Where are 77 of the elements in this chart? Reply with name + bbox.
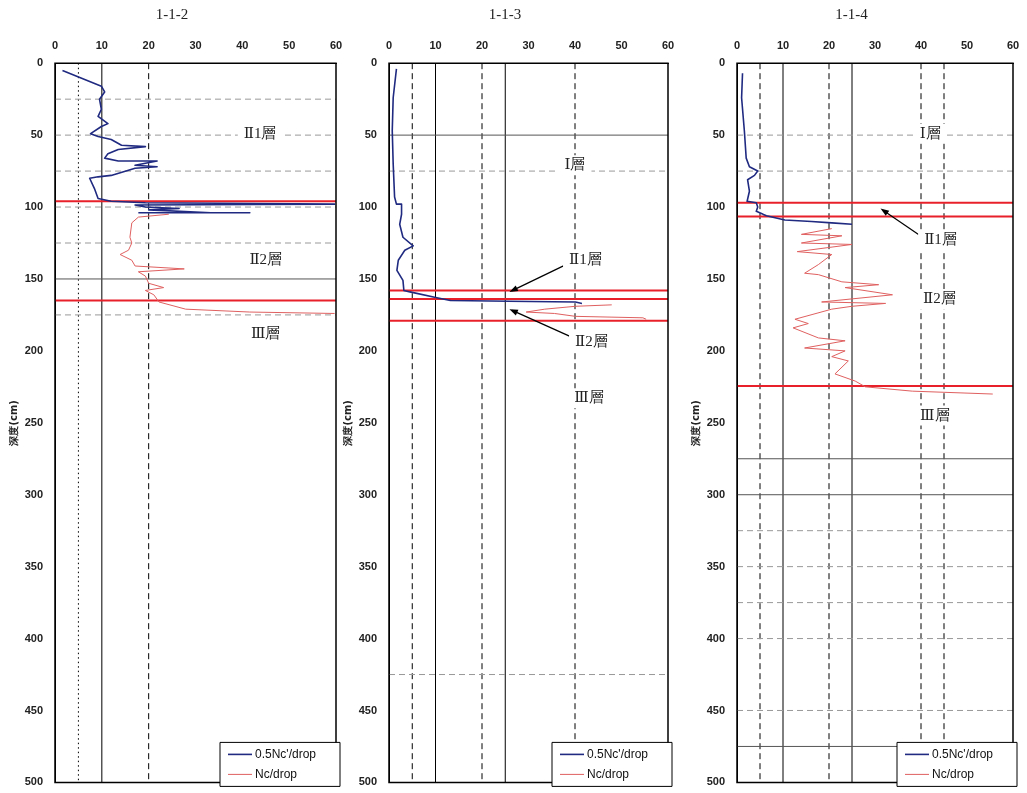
x-tick-label: 10 bbox=[429, 38, 442, 51]
y-tick-label: 500 bbox=[358, 775, 377, 788]
x-tick-label: 0 bbox=[51, 38, 59, 51]
y-tick-label: 500 bbox=[24, 775, 43, 788]
legend-label: Nc/drop bbox=[255, 766, 298, 781]
x-tick-label: 10 bbox=[776, 38, 790, 51]
annotation: Ⅰ層 bbox=[919, 124, 941, 141]
chart-title: 1-1-3 bbox=[488, 5, 522, 22]
y-tick-label: 0 bbox=[718, 56, 725, 69]
annotation: Ⅱ1層 bbox=[924, 231, 957, 248]
y-tick-label: 100 bbox=[358, 200, 377, 213]
x-tick-label: 30 bbox=[868, 38, 882, 51]
y-tick-label: 450 bbox=[706, 703, 725, 716]
annotation: Ⅲ層 bbox=[920, 406, 950, 423]
x-tick-label: 50 bbox=[283, 38, 296, 51]
y-tick-label: 200 bbox=[706, 343, 725, 356]
x-tick-label: 60 bbox=[661, 38, 675, 51]
y-tick-label: 150 bbox=[24, 271, 43, 284]
x-tick-label: 40 bbox=[236, 38, 249, 51]
y-tick-label: 100 bbox=[706, 200, 725, 213]
annotation: Ⅰ層 bbox=[564, 156, 586, 173]
y-tick-label: 350 bbox=[358, 559, 377, 572]
y-tick-label: 50 bbox=[364, 128, 377, 141]
x-tick-label: 0 bbox=[733, 38, 741, 51]
x-tick-label: 60 bbox=[1006, 38, 1020, 51]
y-tick-label: 150 bbox=[358, 271, 377, 284]
x-tick-label: 20 bbox=[822, 38, 836, 51]
x-tick-label: 40 bbox=[914, 38, 928, 51]
y-tick-label: 300 bbox=[24, 487, 43, 500]
y-axis-title: 深度(cm) bbox=[689, 400, 701, 447]
x-tick-label: 0 bbox=[385, 38, 393, 51]
y-axis-title: 深度(cm) bbox=[7, 400, 19, 447]
annotation: Ⅲ層 bbox=[574, 389, 604, 406]
x-tick-label: 20 bbox=[142, 38, 155, 51]
y-tick-label: 350 bbox=[24, 559, 43, 572]
x-tick-label: 50 bbox=[615, 38, 628, 51]
annotation: Ⅱ1層 bbox=[569, 250, 602, 267]
y-tick-label: 200 bbox=[24, 343, 43, 356]
y-tick-label: 300 bbox=[358, 487, 377, 500]
y-tick-label: 300 bbox=[706, 487, 725, 500]
chart-title: 1-1-4 bbox=[835, 5, 869, 22]
y-tick-label: 50 bbox=[30, 128, 43, 141]
legend-label: 0.5Nc'/drop bbox=[932, 746, 994, 761]
annotation: Ⅲ層 bbox=[251, 324, 281, 341]
chart-title: 1-1-2 bbox=[155, 5, 189, 22]
legend-label: Nc/drop bbox=[932, 766, 975, 781]
y-tick-label: 200 bbox=[358, 343, 377, 356]
y-tick-label: 0 bbox=[370, 56, 377, 69]
x-tick-label: 20 bbox=[475, 38, 489, 51]
y-tick-label: 100 bbox=[24, 200, 43, 213]
y-tick-label: 150 bbox=[706, 271, 725, 284]
y-tick-label: 500 bbox=[706, 775, 725, 788]
x-tick-label: 40 bbox=[568, 38, 582, 51]
annotation: Ⅱ2層 bbox=[575, 333, 608, 350]
x-tick-label: 60 bbox=[329, 38, 343, 51]
x-tick-label: 30 bbox=[189, 38, 202, 51]
legend-label: Nc/drop bbox=[587, 766, 630, 781]
y-tick-label: 450 bbox=[24, 703, 43, 716]
y-tick-label: 400 bbox=[24, 631, 43, 644]
y-tick-label: 250 bbox=[24, 415, 43, 428]
annotation: Ⅱ2層 bbox=[923, 290, 956, 307]
x-tick-label: 30 bbox=[522, 38, 535, 51]
y-tick-label: 400 bbox=[358, 631, 377, 644]
y-tick-label: 400 bbox=[706, 631, 725, 644]
legend-label: 0.5Nc'/drop bbox=[587, 746, 649, 761]
y-tick-label: 450 bbox=[358, 703, 377, 716]
y-axis-title: 深度(cm) bbox=[341, 400, 353, 447]
y-tick-label: 350 bbox=[706, 559, 725, 572]
annotation: Ⅱ2層 bbox=[249, 251, 283, 268]
y-tick-label: 0 bbox=[36, 56, 43, 69]
y-tick-label: 250 bbox=[706, 415, 725, 428]
y-tick-label: 250 bbox=[358, 415, 377, 428]
y-tick-label: 50 bbox=[712, 128, 725, 141]
x-tick-label: 10 bbox=[95, 38, 108, 51]
annotation: Ⅱ1層 bbox=[243, 124, 277, 141]
legend-label: 0.5Nc'/drop bbox=[255, 746, 317, 761]
x-tick-label: 50 bbox=[960, 38, 974, 51]
